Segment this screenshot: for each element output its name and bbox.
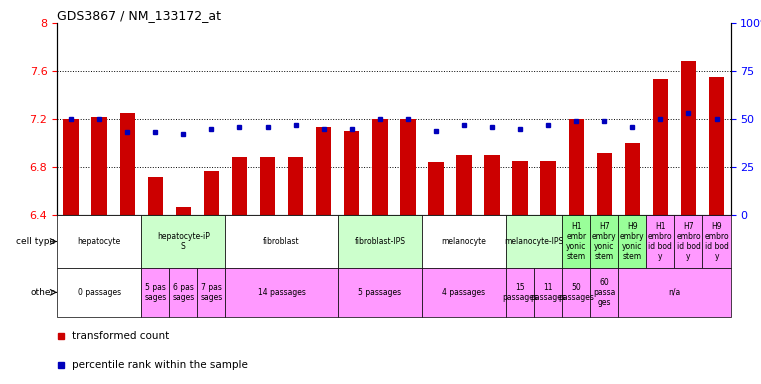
Bar: [148, 177, 163, 215]
Bar: [169, 268, 197, 317]
Bar: [372, 119, 387, 215]
Bar: [591, 215, 618, 268]
Bar: [540, 161, 556, 215]
Bar: [484, 155, 500, 215]
Bar: [674, 215, 702, 268]
Bar: [176, 207, 191, 215]
Text: H9
embro
id bod
y: H9 embro id bod y: [704, 222, 729, 261]
Text: 60
passa
ges: 60 passa ges: [593, 278, 616, 306]
Bar: [57, 215, 142, 268]
Text: 0 passages: 0 passages: [78, 288, 121, 297]
Bar: [91, 117, 107, 215]
Text: fibroblast: fibroblast: [263, 237, 300, 246]
Text: percentile rank within the sample: percentile rank within the sample: [72, 360, 248, 370]
Bar: [681, 61, 696, 215]
Bar: [568, 119, 584, 215]
Bar: [618, 268, 731, 317]
Bar: [316, 127, 331, 215]
Text: fibroblast-IPS: fibroblast-IPS: [355, 237, 406, 246]
Bar: [142, 268, 169, 317]
Bar: [344, 131, 359, 215]
Text: melanocyte-IPS: melanocyte-IPS: [505, 237, 564, 246]
Bar: [562, 215, 591, 268]
Bar: [562, 268, 591, 317]
Text: n/a: n/a: [668, 288, 680, 297]
Bar: [288, 157, 304, 215]
Bar: [338, 215, 422, 268]
Text: 5 passages: 5 passages: [358, 288, 401, 297]
Text: 11
passages: 11 passages: [530, 283, 566, 302]
Bar: [400, 119, 416, 215]
Bar: [457, 155, 472, 215]
Bar: [338, 268, 422, 317]
Bar: [260, 157, 275, 215]
Text: GDS3867 / NM_133172_at: GDS3867 / NM_133172_at: [57, 9, 221, 22]
Bar: [225, 268, 338, 317]
Bar: [119, 113, 135, 215]
Text: H7
embro
id bod
y: H7 embro id bod y: [677, 222, 701, 261]
Bar: [702, 215, 731, 268]
Bar: [204, 170, 219, 215]
Text: H7
embry
yonic
stem: H7 embry yonic stem: [592, 222, 616, 261]
Bar: [625, 143, 640, 215]
Bar: [422, 215, 506, 268]
Text: 14 passages: 14 passages: [258, 288, 305, 297]
Text: hepatocyte: hepatocyte: [78, 237, 121, 246]
Text: H1
embr
yonic
stem: H1 embr yonic stem: [566, 222, 587, 261]
Bar: [63, 119, 79, 215]
Bar: [591, 268, 618, 317]
Bar: [708, 77, 724, 215]
Text: 7 pas
sages: 7 pas sages: [200, 283, 222, 302]
Text: transformed count: transformed count: [72, 331, 170, 341]
Text: melanocyte: melanocyte: [441, 237, 486, 246]
Text: 4 passages: 4 passages: [442, 288, 486, 297]
Text: other: other: [31, 288, 55, 297]
Bar: [534, 268, 562, 317]
Bar: [142, 215, 225, 268]
Text: 50
passages: 50 passages: [559, 283, 594, 302]
Bar: [57, 268, 142, 317]
Text: H9
embry
yonic
stem: H9 embry yonic stem: [620, 222, 645, 261]
Text: H1
embro
id bod
y: H1 embro id bod y: [648, 222, 673, 261]
Bar: [225, 215, 338, 268]
Bar: [653, 79, 668, 215]
Bar: [597, 153, 612, 215]
Text: 6 pas
sages: 6 pas sages: [172, 283, 195, 302]
Bar: [428, 162, 444, 215]
Text: 15
passages: 15 passages: [502, 283, 538, 302]
Text: 5 pas
sages: 5 pas sages: [144, 283, 167, 302]
Text: cell type: cell type: [16, 237, 55, 246]
Bar: [646, 215, 674, 268]
Bar: [618, 215, 646, 268]
Bar: [506, 268, 534, 317]
Bar: [512, 161, 528, 215]
Bar: [422, 268, 506, 317]
Bar: [506, 215, 562, 268]
Text: hepatocyte-iP
S: hepatocyte-iP S: [157, 232, 210, 251]
Bar: [197, 268, 225, 317]
Bar: [232, 157, 247, 215]
